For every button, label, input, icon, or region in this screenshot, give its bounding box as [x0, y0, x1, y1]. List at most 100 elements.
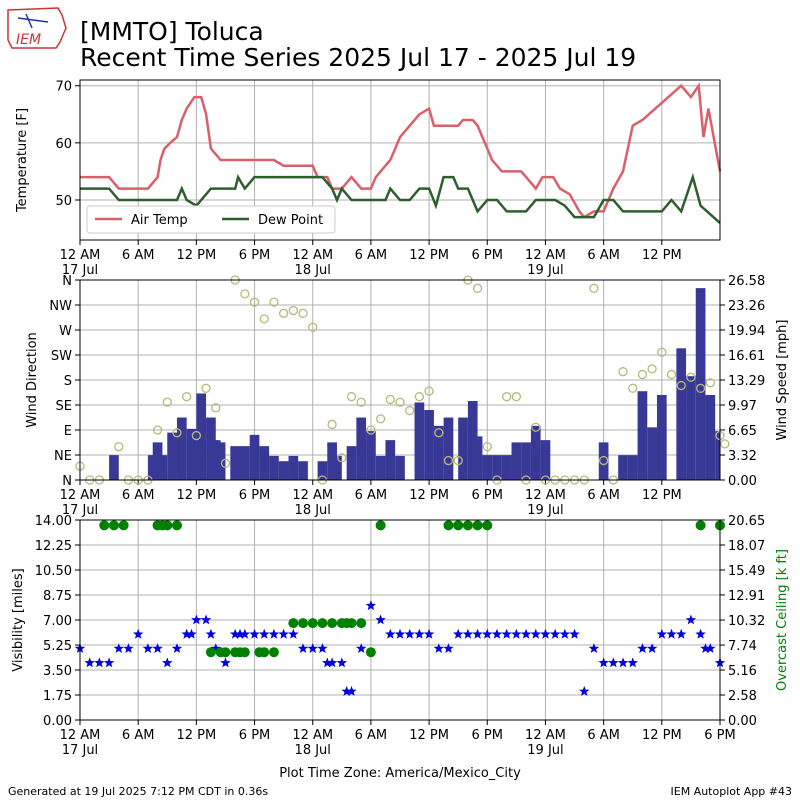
visibility-point [608, 657, 619, 668]
visibility-point [152, 643, 163, 653]
temp-date-label: 17 Jul [62, 263, 98, 278]
wind-dir-point [337, 453, 347, 463]
wind-dir-point [278, 308, 289, 318]
visibility-point [220, 657, 231, 668]
temp-xtick-label: 12 PM [642, 248, 682, 263]
vis-xtick-label: 12 AM [292, 728, 333, 743]
wind-dir-tick-label: S [64, 374, 72, 389]
temp-xtick-label: 6 AM [122, 248, 155, 263]
wind-dir-point [114, 442, 124, 452]
wind-speed-bar [157, 455, 168, 480]
wind-dir-point [695, 383, 706, 393]
wind-speed-bar [249, 434, 260, 480]
wind-xtick-label: 6 PM [239, 488, 270, 503]
temp-ytick-label: 60 [55, 137, 72, 152]
temp-xtick-label: 12 PM [409, 248, 449, 263]
wind-speed-tick-label: 26.58 [728, 274, 765, 289]
wind-dir-point [366, 425, 376, 435]
ceiling-point [108, 520, 119, 531]
vis-ytick-label: 7.00 [43, 614, 72, 629]
ceiling-point [443, 520, 454, 531]
wind-speed-bar [676, 348, 687, 480]
temp-xtick-label: 12 AM [292, 248, 333, 263]
vis-xtick-label: 6 PM [472, 728, 503, 743]
wind-dir-point [346, 392, 357, 402]
wind-xtick-label: 12 PM [176, 488, 216, 503]
footer-generated: Generated at 19 Jul 2025 7:12 PM CDT in … [8, 785, 268, 798]
visibility-point [482, 628, 493, 639]
ceiling-point [356, 618, 367, 629]
wind-dir-point [211, 403, 221, 413]
ceiling-ylabel: Overcast Ceiling [k ft] [775, 549, 790, 691]
vis-date-label: 18 Jul [295, 743, 331, 758]
wind-dir-tick-label: SE [56, 399, 72, 414]
wind-speed-bar [458, 417, 468, 480]
temp-date-label: 19 Jul [527, 263, 563, 278]
wind-date-label: 17 Jul [62, 503, 98, 518]
wind-speed-tick-label: 23.26 [728, 299, 765, 314]
vis-ytick-label: 5.25 [43, 639, 72, 654]
wind-dir-point [201, 383, 211, 393]
ceil-ytick-label: 18.07 [728, 539, 765, 554]
temp-date-label: 18 Jul [295, 263, 331, 278]
wind-speed-bar [511, 442, 522, 480]
visibility-point [94, 657, 105, 668]
wind-dir-point [308, 322, 318, 332]
temp-ytick-label: 70 [55, 80, 72, 95]
temp-xtick-label: 6 AM [587, 248, 620, 263]
temp-plot-frame [79, 79, 721, 241]
visibility-point [394, 628, 406, 639]
visibility-point [385, 628, 396, 639]
ceil-ytick-label: 12.91 [728, 589, 765, 604]
logo-network-icon [17, 17, 49, 23]
ceil-ytick-label: 5.16 [728, 664, 757, 679]
vis-ytick-label: 14.00 [35, 514, 72, 529]
wind-speed-bar [715, 431, 720, 480]
temp-xtick-label: 6 PM [472, 248, 503, 263]
wind-speed-bar [317, 461, 328, 480]
legend-label-dew-point: Dew Point [258, 213, 323, 228]
ceiling-point [118, 520, 129, 531]
visibility-point [685, 614, 697, 625]
wind-dir-point [434, 428, 444, 438]
vis-xtick-label: 12 AM [60, 728, 101, 743]
x-axis-title: Plot Time Zone: America/Mexico_City [279, 766, 521, 781]
visibility-point [326, 657, 338, 668]
wind-speed-bar [492, 455, 502, 480]
visibility-point [511, 628, 522, 639]
visibility-point [646, 643, 658, 653]
wind-speed-bar [356, 417, 367, 480]
wind-dir-tick-label: W [59, 324, 72, 339]
wind-dir-point [152, 425, 163, 435]
visibility-point [297, 643, 309, 653]
wind-dir-point [531, 422, 541, 432]
visibility-panel: 0.00 1.75 3.50 5.25 7.00 8.75 10.50 12.25 14.00 0… [11, 514, 790, 758]
ceiling-point [288, 618, 299, 629]
wind-speed-bar [385, 440, 396, 480]
visibility-point [530, 628, 541, 639]
wind-dir-point [182, 392, 192, 402]
wind-dir-point [298, 308, 308, 318]
wind-dir-point [162, 397, 172, 407]
wind-xtick-label: 6 PM [472, 488, 503, 503]
wind-dir-point [414, 392, 425, 402]
wind-xtick-label: 12 PM [409, 488, 449, 503]
wind-speed-bar [167, 432, 177, 480]
wind-speed-bar [176, 417, 187, 480]
wind-speed-bar [443, 417, 454, 480]
wind-speed-bar [433, 425, 444, 480]
wind-dir-point [220, 458, 231, 468]
visibility-point [162, 657, 173, 668]
footer-app: IEM Autoplot App #43 [671, 785, 793, 798]
wind-xtick-label: 6 AM [122, 488, 155, 503]
ceiling-point [695, 520, 706, 531]
wind-dir-point [288, 305, 298, 316]
ceil-ytick-label: 10.32 [728, 614, 765, 629]
wind-dir-tick-label: N [62, 274, 72, 289]
wind-speed-bar [521, 442, 531, 480]
visibility-point [278, 628, 289, 639]
ceil-ytick-label: 20.65 [728, 514, 765, 529]
wind-dir-point [666, 369, 677, 380]
legend-box [86, 205, 336, 234]
temp-ytick-label: 50 [55, 194, 72, 209]
